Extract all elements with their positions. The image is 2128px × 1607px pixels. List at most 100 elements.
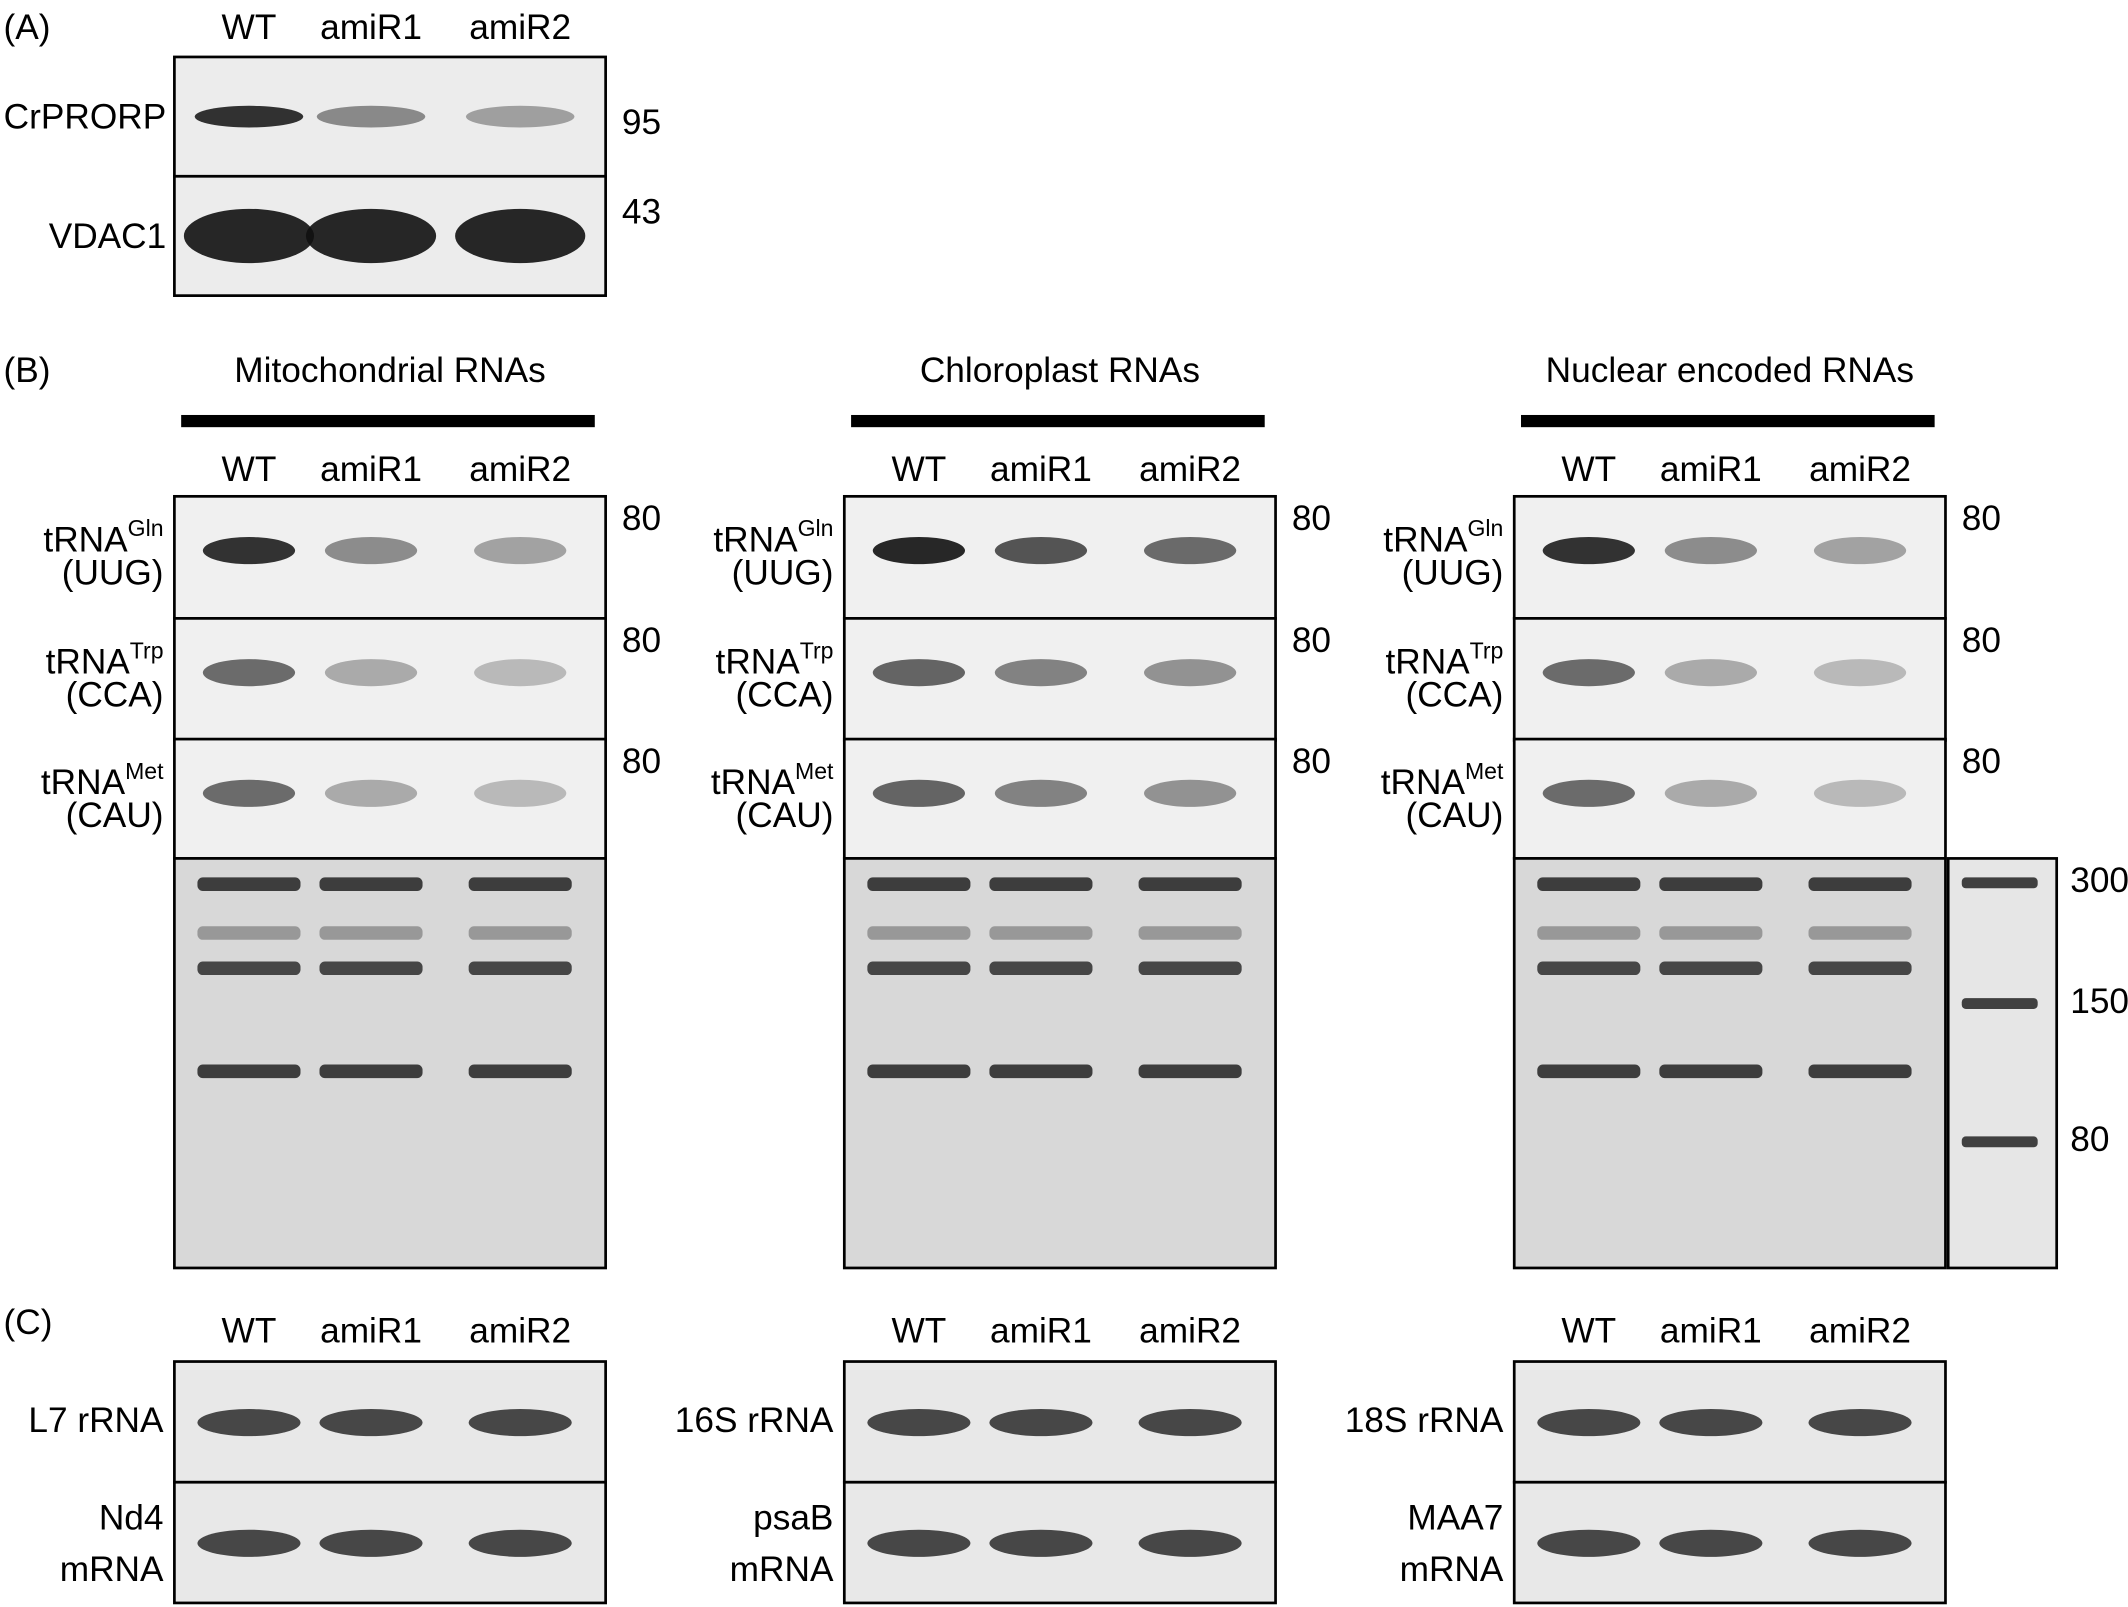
row-label-name: tRNA xyxy=(716,643,801,682)
band xyxy=(989,1409,1093,1437)
blot-panel xyxy=(1512,857,1947,1270)
row-label: VDAC1 xyxy=(49,217,167,256)
group-title: Chloroplast RNAs xyxy=(920,351,1200,390)
row-label: tRNAGln xyxy=(1383,515,1503,559)
size-marker: 95 xyxy=(622,103,661,142)
row-label: mRNA xyxy=(730,1550,834,1589)
row-label: L7 rRNA xyxy=(28,1401,164,1440)
band xyxy=(1664,659,1757,687)
gel-band xyxy=(319,877,423,891)
band xyxy=(994,779,1088,807)
band xyxy=(468,1409,572,1437)
band xyxy=(197,1529,301,1557)
gel-band xyxy=(197,1064,301,1079)
band xyxy=(1537,1409,1641,1437)
gel-band xyxy=(1808,877,1912,891)
gel-band xyxy=(1659,926,1763,940)
row-label-sub: (UUG) xyxy=(1402,553,1504,592)
row-label-sup: Gln xyxy=(128,515,164,541)
lane-label: amiR1 xyxy=(1660,1311,1762,1350)
row-label-name: tRNA xyxy=(711,764,796,803)
band xyxy=(1659,1409,1763,1437)
band xyxy=(474,659,567,687)
row-label-name: tRNA xyxy=(41,764,126,803)
row-label: tRNATrp xyxy=(1385,637,1503,681)
row-label: MAA7 xyxy=(1407,1499,1503,1538)
gel-band xyxy=(1537,926,1641,940)
row-label: tRNATrp xyxy=(716,637,834,681)
ladder-band xyxy=(1961,998,2038,1009)
band xyxy=(994,659,1088,687)
band xyxy=(1813,779,1907,807)
gel-band xyxy=(1537,1064,1641,1079)
row-label-name: tRNA xyxy=(1381,764,1466,803)
band xyxy=(1813,659,1907,687)
panel-label: (C) xyxy=(4,1303,53,1342)
row-label: tRNAGln xyxy=(43,515,163,559)
lane-label: amiR2 xyxy=(1139,450,1241,489)
gel-band xyxy=(197,926,301,940)
band xyxy=(1659,1529,1763,1557)
lane-label: amiR1 xyxy=(990,1311,1092,1350)
gel-band xyxy=(1537,961,1641,976)
gel-band xyxy=(468,961,572,976)
lane-label: amiR2 xyxy=(469,8,571,47)
band xyxy=(872,659,966,687)
band xyxy=(1813,537,1907,565)
gel-band xyxy=(1659,961,1763,976)
blot-panel xyxy=(173,857,607,1270)
size-marker: 80 xyxy=(1292,499,1331,538)
group-underline xyxy=(851,414,1265,428)
row-label-sub: (CCA) xyxy=(66,675,164,714)
panel-label: (A) xyxy=(4,8,51,47)
gel-band xyxy=(867,1064,971,1079)
band xyxy=(202,537,296,565)
gel-band xyxy=(1808,1064,1912,1079)
band xyxy=(1138,1409,1242,1437)
blot-panel xyxy=(1512,617,1947,742)
blot-panel xyxy=(1946,857,2059,1270)
lane-label: WT xyxy=(891,1311,946,1350)
band xyxy=(867,1409,971,1437)
band xyxy=(1144,779,1237,807)
size-marker: 80 xyxy=(1292,621,1331,660)
band xyxy=(1144,537,1237,565)
group-underline xyxy=(181,414,595,428)
gel-band xyxy=(468,1064,572,1079)
lane-label: WT xyxy=(1561,1311,1616,1350)
row-label: tRNATrp xyxy=(46,637,164,681)
size-marker: 80 xyxy=(622,499,661,538)
band xyxy=(1542,659,1635,687)
band xyxy=(324,779,418,807)
lane-label: amiR2 xyxy=(1809,1311,1911,1350)
band xyxy=(872,537,966,565)
gel-band xyxy=(989,1064,1093,1079)
lane-label: WT xyxy=(1561,450,1616,489)
lane-label: amiR1 xyxy=(320,1311,422,1350)
band xyxy=(1664,537,1757,565)
group-title: Mitochondrial RNAs xyxy=(234,351,545,390)
lane-label: amiR1 xyxy=(990,450,1092,489)
lane-label: amiR1 xyxy=(1660,450,1762,489)
row-label: 16S rRNA xyxy=(675,1401,834,1440)
size-marker: 43 xyxy=(622,193,661,232)
band xyxy=(867,1529,971,1557)
row-label-name: tRNA xyxy=(46,643,131,682)
band xyxy=(305,208,437,264)
row-label-sup: Trp xyxy=(130,637,164,663)
gel-band xyxy=(1808,961,1912,976)
row-label-sup: Met xyxy=(125,758,164,784)
gel-band xyxy=(1138,1064,1242,1079)
band xyxy=(994,537,1088,565)
band xyxy=(1808,1409,1912,1437)
band xyxy=(324,659,418,687)
ladder-label: 80 xyxy=(2070,1120,2109,1159)
gel-band xyxy=(1138,877,1242,891)
size-marker: 80 xyxy=(1962,621,2001,660)
gel-band xyxy=(867,961,971,976)
band xyxy=(1138,1529,1242,1557)
gel-band xyxy=(989,961,1093,976)
lane-label: amiR1 xyxy=(320,450,422,489)
band xyxy=(319,1409,423,1437)
lane-label: WT xyxy=(891,450,946,489)
